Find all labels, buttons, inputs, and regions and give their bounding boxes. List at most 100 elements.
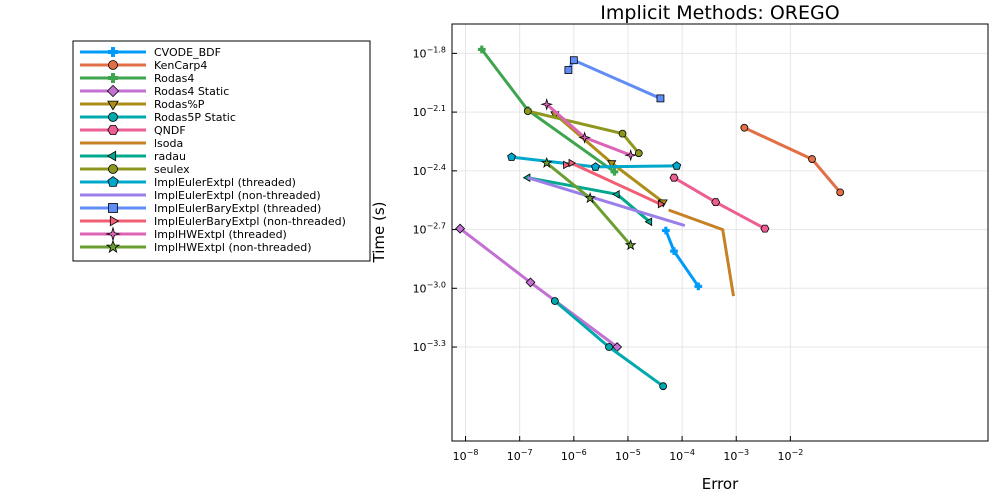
data-point (618, 129, 627, 138)
x-tick-label: 10−2 (777, 448, 803, 463)
legend-item: QNDF (80, 124, 186, 137)
series-1 (740, 123, 845, 197)
legend-item: ImplHWExtpl (threaded) (80, 226, 287, 242)
data-point (550, 297, 559, 305)
data-point (644, 217, 653, 227)
y-tick-label: 10−2.7 (413, 222, 446, 237)
data-point (107, 176, 119, 187)
x-tick-label: 10−8 (453, 448, 479, 463)
x-tick-label: 10−5 (615, 448, 641, 463)
legend-label: ImplEulerBaryExtpl (threaded) (154, 202, 321, 215)
data-point (455, 223, 466, 234)
data-point (664, 226, 668, 235)
y-tick-label: 10−2.1 (413, 104, 446, 119)
legend-label: ImplHWExtpl (threaded) (154, 228, 287, 241)
legend-label: Rodas%P (154, 98, 205, 111)
legend-label: radau (154, 150, 186, 163)
data-point (108, 60, 118, 70)
legend-label: ImplHWExtpl (non-threaded) (154, 241, 312, 254)
legend-item: Rodas%P (80, 98, 205, 111)
data-point (696, 282, 700, 291)
data-point (523, 107, 532, 116)
data-point (525, 277, 536, 288)
y-axis-label: Time (s) (370, 202, 388, 264)
data-point (106, 150, 117, 162)
legend-item: CVODE_BDF (80, 46, 221, 59)
legend-label: ImplEulerBaryExtpl (non-threaded) (154, 215, 346, 228)
x-tick-label: 10−4 (669, 448, 695, 463)
data-point (107, 125, 119, 135)
y-tick-label: 10−3.0 (413, 280, 446, 295)
plot-frame (451, 23, 989, 442)
data-point (612, 167, 616, 176)
data-point (624, 148, 638, 162)
series-7 (668, 208, 735, 297)
grid (452, 24, 988, 441)
data-point (105, 239, 121, 254)
legend-label: KenCarp4 (154, 59, 207, 72)
data-point (107, 100, 119, 111)
data-point (740, 123, 749, 132)
data-point (578, 131, 591, 144)
series-line (668, 208, 735, 297)
data-point (564, 66, 573, 74)
series-12 (564, 56, 665, 103)
legend-label: ImplEulerExtpl (threaded) (154, 176, 296, 189)
data-point (605, 343, 613, 351)
y-tick-label: 10−2.4 (413, 163, 446, 178)
ticks-layer: 10−8 10−7 10−6 10−5 10−4 10−3 10−2 10−1.8 10−2.1… (413, 45, 804, 463)
data-point (836, 188, 845, 197)
x-tick-label: 10−7 (507, 448, 533, 463)
legend-item: lsoda (80, 137, 183, 150)
legend-item: seulex (80, 163, 190, 176)
data-point (659, 382, 668, 391)
legend-item: ImplHWExtpl (non-threaded) (80, 239, 312, 254)
series-line (743, 126, 842, 194)
data-point (109, 215, 120, 227)
legend-item: Rodas4 (80, 72, 194, 85)
series-13 (563, 158, 666, 209)
data-point (607, 160, 617, 169)
x-tick-label: 10−3 (723, 448, 749, 463)
legend-item: Rodas4 Static (80, 84, 229, 98)
data-point (540, 98, 554, 111)
legend-label: Rodas4 Static (154, 85, 229, 98)
legend-item: KenCarp4 (80, 59, 207, 72)
legend-item: radau (80, 150, 186, 163)
data-point (563, 160, 571, 170)
legend-label: Rodas4 (154, 72, 194, 85)
legend-item: Rodas5P Static (80, 111, 236, 124)
data-point (672, 247, 676, 255)
series-15 (540, 156, 637, 251)
data-point (591, 162, 600, 171)
legend-item: ImplEulerBaryExtpl (threaded) (80, 202, 321, 215)
data-point (808, 155, 816, 163)
series-5 (550, 297, 668, 391)
data-point (106, 84, 120, 98)
series-line (527, 176, 686, 228)
series-0 (662, 226, 703, 291)
data-point (108, 164, 118, 174)
data-point (110, 73, 116, 83)
legend-item: ImplEulerBaryExtpl (non-threaded) (80, 215, 346, 228)
legend-item: ImplEulerExtpl (threaded) (80, 176, 296, 189)
data-point (110, 47, 116, 57)
series-10 (507, 152, 682, 171)
legend-label: lsoda (154, 137, 183, 150)
series-9 (523, 107, 643, 158)
x-axis-label: Error (702, 475, 739, 493)
legend-item: ImplEulerExtpl (non-threaded) (80, 189, 321, 202)
data-point (612, 190, 620, 199)
data-point (624, 239, 637, 251)
data-point (108, 112, 118, 122)
chart-title: Implicit Methods: OREGO (600, 2, 839, 24)
data-point (711, 198, 721, 207)
series-6 (669, 173, 770, 233)
legend-label: seulex (154, 163, 190, 176)
y-tick-label: 10−3.3 (413, 339, 446, 354)
data-point (480, 45, 484, 54)
series-2 (477, 45, 619, 176)
legend-label: ImplEulerExtpl (non-threaded) (154, 189, 321, 202)
series-11 (527, 176, 686, 228)
